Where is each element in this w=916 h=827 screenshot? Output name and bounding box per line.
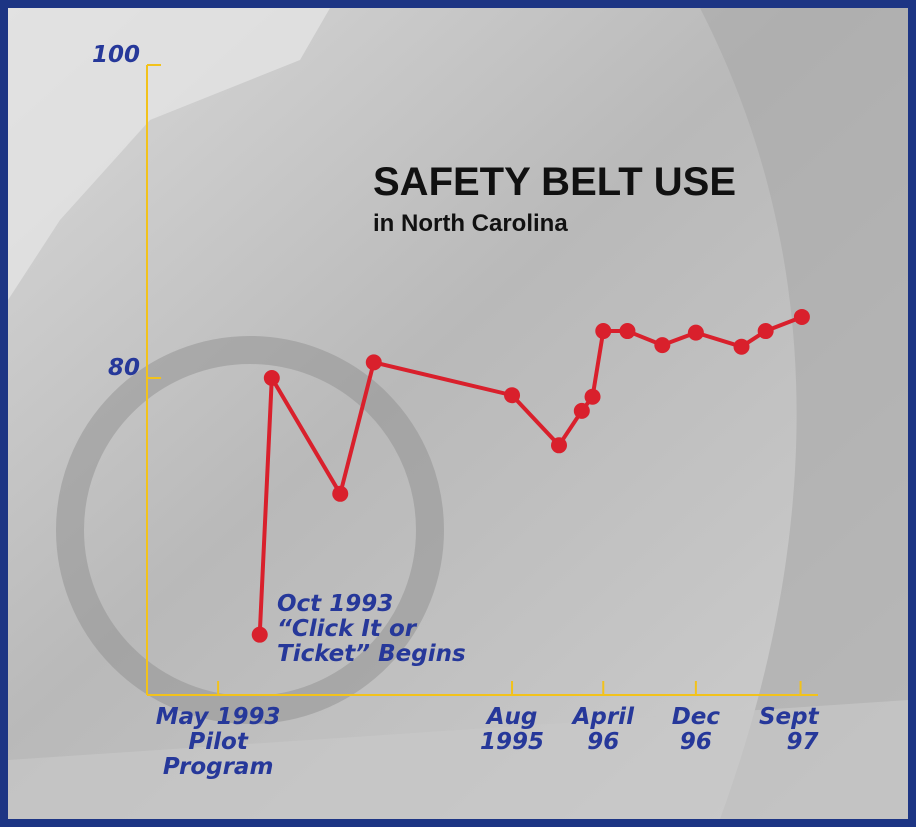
x-tick-label: Dec 96 [616,705,776,755]
data-point [366,354,382,370]
data-point [551,437,567,453]
data-point [595,323,611,339]
x-tick-label: May 1993 Pilot Program [138,705,298,780]
y-tick-label: 100 [60,43,140,68]
data-point [332,486,348,502]
data-point [688,325,704,341]
y-tick-label: 80 [60,356,140,381]
data-point [504,387,520,403]
data-point [252,627,268,643]
data-point [794,309,810,325]
data-point [574,403,590,419]
data-point [264,370,280,386]
data-point [734,339,750,355]
annotation: Oct 1993 “Click It or Ticket” Begins [277,592,466,667]
chart [0,0,916,827]
data-point [654,337,670,353]
data-point [585,389,601,405]
data-point [758,323,774,339]
chart-title: SAFETY BELT USE [373,160,736,205]
data-point [619,323,635,339]
x-tick-label: Sept 97 [759,705,819,755]
page: SAFETY BELT USE in North Carolina Oct 19… [0,0,916,827]
chart-subtitle: in North Carolina [373,210,568,238]
